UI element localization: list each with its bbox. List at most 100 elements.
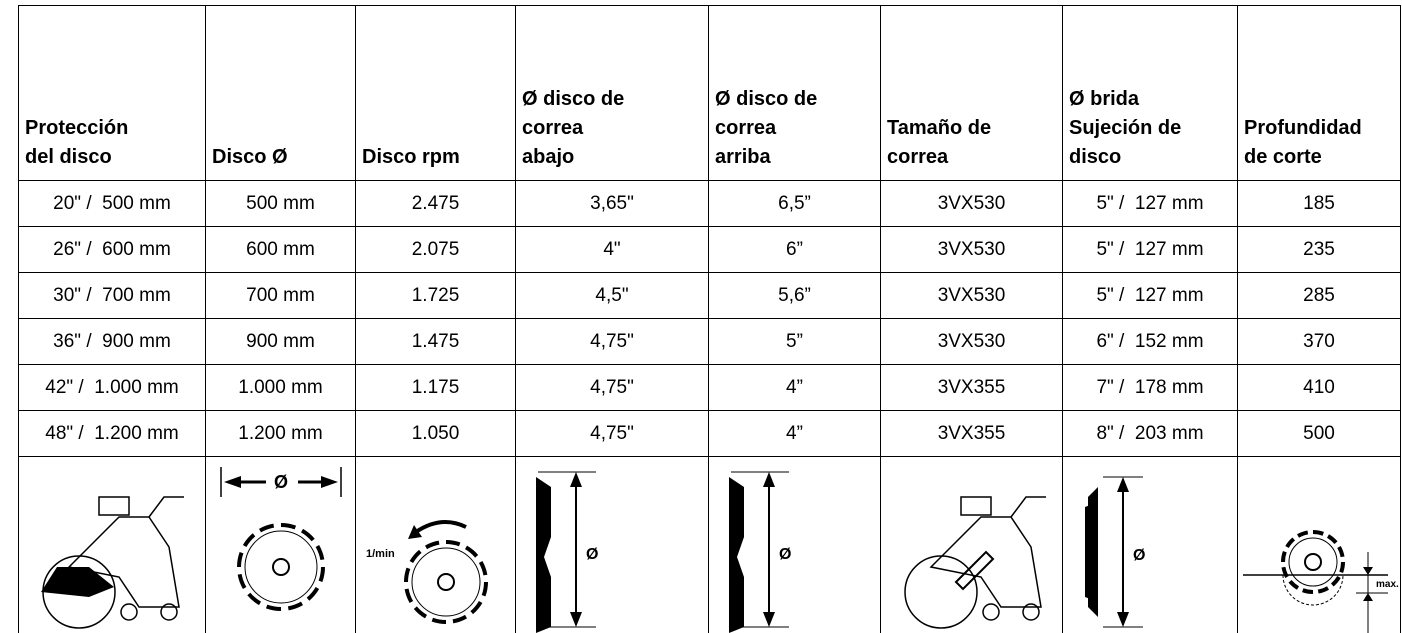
table-cell: 410 (1238, 365, 1401, 411)
icon-label: Ø (1133, 547, 1145, 564)
table-cell: 30" / 700 mm (19, 273, 206, 319)
icon-shape (1305, 554, 1321, 570)
table-cell: 4,75" (516, 365, 709, 411)
table-cell: 3VX530 (881, 273, 1063, 319)
table-cell: 900 mm (206, 319, 356, 365)
icon-shape (239, 525, 323, 609)
table-cell: 42" / 1.000 mm (19, 365, 206, 411)
table-cell: 4” (709, 411, 881, 457)
icon-shape (536, 477, 551, 633)
icon-cell (881, 457, 1063, 633)
table-cell: 5" / 127 mm (1063, 181, 1238, 227)
table-cell: 2.075 (356, 227, 516, 273)
header-cell: Ø disco de correa abajo (516, 6, 709, 181)
table-cell: 26" / 600 mm (19, 227, 206, 273)
icon: Ø (206, 457, 354, 633)
icon: Ø (1063, 457, 1236, 633)
table-cell: 4,75" (516, 411, 709, 457)
icon-shape (905, 556, 977, 628)
icon-shape (416, 522, 466, 532)
table-cell: 1.175 (356, 365, 516, 411)
header-cell: Ø brida Sujeción de disco (1063, 6, 1238, 181)
table-cell: 7" / 178 mm (1063, 365, 1238, 411)
table-cell: 36" / 900 mm (19, 319, 206, 365)
icon-shape (412, 548, 480, 616)
icon-cell: 1/min (356, 457, 516, 633)
table-cell: 4” (709, 365, 881, 411)
icon: 1/min (356, 457, 514, 633)
icon-shape (1289, 538, 1337, 586)
icon-shape (41, 567, 114, 597)
icon-shape (1011, 497, 1046, 517)
table-cell: 1.200 mm (206, 411, 356, 457)
icon-shape (956, 552, 993, 589)
icon: Ø (709, 457, 879, 633)
table-cell: 1.725 (356, 273, 516, 319)
icon: max. (1238, 457, 1399, 633)
icon: Ø (516, 457, 707, 633)
icon-cell (19, 457, 206, 633)
icon-shape (273, 559, 289, 575)
table-cell: 6,5” (709, 181, 881, 227)
table-cell: 6” (709, 227, 881, 273)
table-cell: 370 (1238, 319, 1401, 365)
header-cell: Profundidad de corte (1238, 6, 1401, 181)
icon (19, 457, 204, 633)
table-cell: 3VX355 (881, 365, 1063, 411)
header-cell: Disco rpm (356, 6, 516, 181)
table-cell: 20" / 500 mm (19, 181, 206, 227)
header-cell: Tamaño de correa (881, 6, 1063, 181)
icon-shape (961, 497, 991, 515)
table-cell: 1.000 mm (206, 365, 356, 411)
table-cell: 5" / 127 mm (1063, 273, 1238, 319)
table-cell: 5,6” (709, 273, 881, 319)
icon-shape (121, 604, 137, 620)
header-cell: Protección del disco (19, 6, 206, 181)
icon-shape (406, 542, 486, 622)
icon-label: max. (1376, 579, 1399, 590)
icon-cell: Ø (709, 457, 881, 633)
table-cell: 600 mm (206, 227, 356, 273)
table-cell: 5” (709, 319, 881, 365)
table-cell: 3VX530 (881, 181, 1063, 227)
icon-shape (931, 517, 1041, 607)
icon-label: Ø (779, 546, 791, 563)
icon-shape (408, 525, 422, 539)
icon-label: Ø (274, 472, 288, 492)
table-cell: 3VX530 (881, 227, 1063, 273)
table-cell: 4,75" (516, 319, 709, 365)
icon-cell: Ø (206, 457, 356, 633)
icon-shape (245, 531, 317, 603)
icon-shape (983, 604, 999, 620)
table-cell: 185 (1238, 181, 1401, 227)
header-cell: Disco Ø (206, 6, 356, 181)
table-cell: 285 (1238, 273, 1401, 319)
table-cell: 8" / 203 mm (1063, 411, 1238, 457)
icon-label: 1/min (366, 548, 395, 560)
table-cell: 1.050 (356, 411, 516, 457)
table-cell: 4,5" (516, 273, 709, 319)
icon-cell: max. (1238, 457, 1401, 633)
icon-cell: Ø (516, 457, 709, 633)
icon (881, 457, 1061, 633)
icon-shape (1283, 575, 1343, 605)
table-cell: 4" (516, 227, 709, 273)
table-cell: 235 (1238, 227, 1401, 273)
table-cell: 3,65" (516, 181, 709, 227)
table-cell: 500 mm (206, 181, 356, 227)
table-cell: 700 mm (206, 273, 356, 319)
table-cell: 1.475 (356, 319, 516, 365)
icon-shape (99, 497, 129, 515)
icon-shape (438, 574, 454, 590)
icon-shape (1085, 487, 1098, 617)
icon-shape (1283, 532, 1343, 592)
